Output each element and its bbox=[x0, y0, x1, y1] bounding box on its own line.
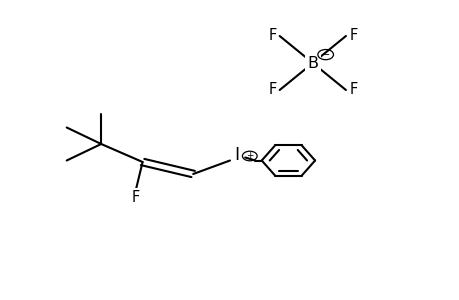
Text: I: I bbox=[234, 146, 239, 164]
Text: F: F bbox=[268, 28, 276, 44]
Text: +: + bbox=[246, 152, 253, 160]
Text: F: F bbox=[348, 82, 357, 98]
Text: F: F bbox=[131, 190, 140, 205]
Text: −: − bbox=[321, 50, 329, 60]
Text: F: F bbox=[348, 28, 357, 44]
Text: B: B bbox=[307, 56, 318, 70]
Text: F: F bbox=[268, 82, 276, 98]
